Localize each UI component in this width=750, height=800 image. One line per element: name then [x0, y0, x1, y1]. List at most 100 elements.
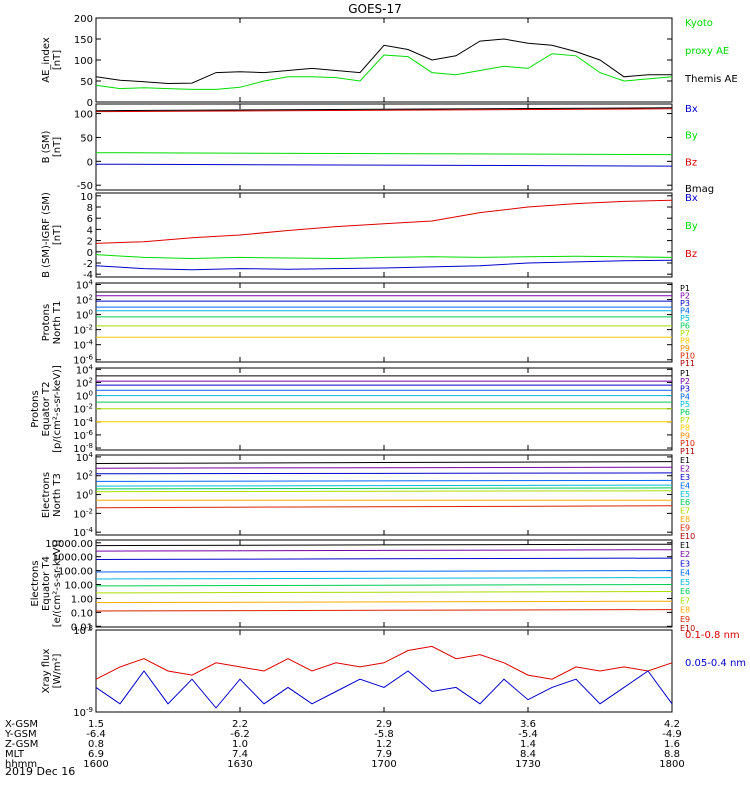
- legend-entry: E2: [680, 464, 690, 473]
- legend-entry: Bx: [685, 193, 698, 204]
- legend-entry: E9: [680, 615, 690, 624]
- y-axis-label: [W/m²]: [52, 653, 63, 688]
- series-line: [95, 584, 673, 587]
- series-line: [95, 53, 673, 90]
- panel-frame: [95, 103, 673, 191]
- series-line: [95, 600, 673, 604]
- legend-entry: E5: [680, 578, 690, 587]
- ephemeris-row-label: hhmm: [5, 759, 37, 770]
- panel-frame: [95, 629, 673, 713]
- y-tick-label: 100: [74, 56, 93, 67]
- y-axis-label: Xray flux: [41, 649, 52, 694]
- legend-entry: Themis AE: [684, 74, 738, 85]
- legend-entry: P2: [680, 292, 690, 301]
- ephemeris-value: 0.8: [88, 739, 104, 750]
- series-line: [95, 645, 673, 680]
- series-line: [95, 557, 673, 560]
- ephemeris-value: 2.9: [376, 719, 392, 730]
- y-axis-label: Protons: [41, 304, 52, 341]
- y-tick-label: -4: [83, 270, 93, 281]
- legend-entry: P11: [680, 447, 695, 456]
- series-line: [95, 163, 673, 167]
- y-tick-label: 100: [76, 489, 93, 502]
- legend-entry: Kyoto: [685, 18, 713, 29]
- y-tick-label: 1.00: [71, 594, 93, 605]
- y-axis-label: Protons: [30, 390, 41, 427]
- ephemeris-value: -5.4: [518, 729, 538, 740]
- series-line: [95, 543, 673, 547]
- legend-entry: Bx: [685, 104, 698, 115]
- legend-entry: E8: [680, 606, 690, 615]
- series-line: [95, 461, 673, 464]
- legend-entry: E3: [680, 473, 690, 482]
- series-line: [95, 570, 673, 573]
- ephemeris-value: 1630: [227, 759, 252, 770]
- y-tick-label: 10-6: [73, 429, 93, 442]
- series-line: [95, 107, 673, 112]
- x-axis-rows: X-GSM 1.5 2.2 2.9 3.6 4.2 Y-GSM -6.4 -6.2 -5.8 -5.…: [4, 719, 685, 770]
- y-tick-label: 50: [80, 77, 93, 88]
- ephemeris-row-label: X-GSM: [5, 719, 38, 730]
- y-tick-label: 102: [76, 376, 93, 389]
- legend-entry: P5: [680, 314, 690, 323]
- legend-entry: By: [685, 221, 698, 232]
- panel-frame: [95, 539, 673, 628]
- y-tick-label: 4: [87, 225, 93, 236]
- legend-entry: E4: [680, 481, 690, 490]
- panel-xray: 10-8 10-9 Xray flux [W/m²] 0.1-0.8 nm 0.05-0.…: [41, 624, 746, 719]
- series-line: [95, 254, 673, 260]
- y-tick-label: 10-2: [73, 403, 93, 416]
- legend-entry: E1: [680, 456, 690, 465]
- y-tick-label: 10000.00: [45, 539, 93, 550]
- legend-entry: E6: [680, 587, 690, 596]
- ephemeris-value: 1800: [659, 759, 684, 770]
- legend-entry: Bmag: [685, 184, 714, 195]
- ephemeris-value: 7.4: [232, 749, 248, 760]
- series-line: [95, 591, 673, 594]
- ephemeris-value: 1.0: [232, 739, 248, 750]
- legend-entry: E1: [680, 541, 690, 550]
- y-tick-label: 100: [74, 110, 93, 121]
- legend-entry: E4: [680, 569, 690, 578]
- ephemeris-value: -6.2: [230, 729, 250, 740]
- y-tick-label: 0: [87, 98, 93, 109]
- series-line: [95, 609, 673, 612]
- y-axis-label: [e/(cm²-s-sr-keV)]: [52, 540, 63, 628]
- ephemeris-value: 1.2: [376, 739, 392, 750]
- ephemeris-value: 1.6: [664, 739, 680, 750]
- legend-entry: P8: [680, 337, 690, 346]
- legend-entry: E8: [680, 515, 690, 524]
- legend-entry: P4: [680, 392, 690, 401]
- legend-entry: P7: [680, 329, 690, 338]
- legend-entry: P8: [680, 424, 690, 433]
- y-axis-label: [nT]: [52, 225, 63, 245]
- y-axis-label: [p/(cm²-s-sr-keV)]: [52, 365, 63, 453]
- legend-entry: P10: [680, 352, 695, 361]
- ephemeris-value: 7.9: [376, 749, 392, 760]
- series-line: [95, 466, 673, 469]
- ephemeris-value: 4.2: [664, 719, 680, 730]
- plot-title: GOES-17: [348, 2, 402, 16]
- series-line: [95, 108, 673, 113]
- legend-entry: P5: [680, 400, 690, 409]
- y-tick-label: -2: [83, 259, 93, 270]
- legend-entry: E2: [680, 550, 690, 559]
- legend-entry: P6: [680, 408, 690, 417]
- y-axis-label: [nT]: [52, 137, 63, 157]
- legend-entry: Bz: [685, 157, 697, 168]
- date-label: 2019 Dec 16: [5, 765, 75, 778]
- ephemeris-value: 1600: [83, 759, 108, 770]
- ephemeris-value: 8.4: [520, 749, 536, 760]
- legend-entry: P9: [680, 431, 690, 440]
- y-tick-label: 104: [76, 279, 94, 292]
- y-tick-label: 100: [76, 390, 93, 403]
- series-line: [95, 472, 673, 475]
- y-tick-label: 102: [76, 294, 93, 307]
- y-tick-label: 0.01: [71, 622, 93, 633]
- legend-entry: P6: [680, 322, 690, 331]
- legend-entry: By: [685, 131, 698, 142]
- y-tick-label: 100: [76, 309, 93, 322]
